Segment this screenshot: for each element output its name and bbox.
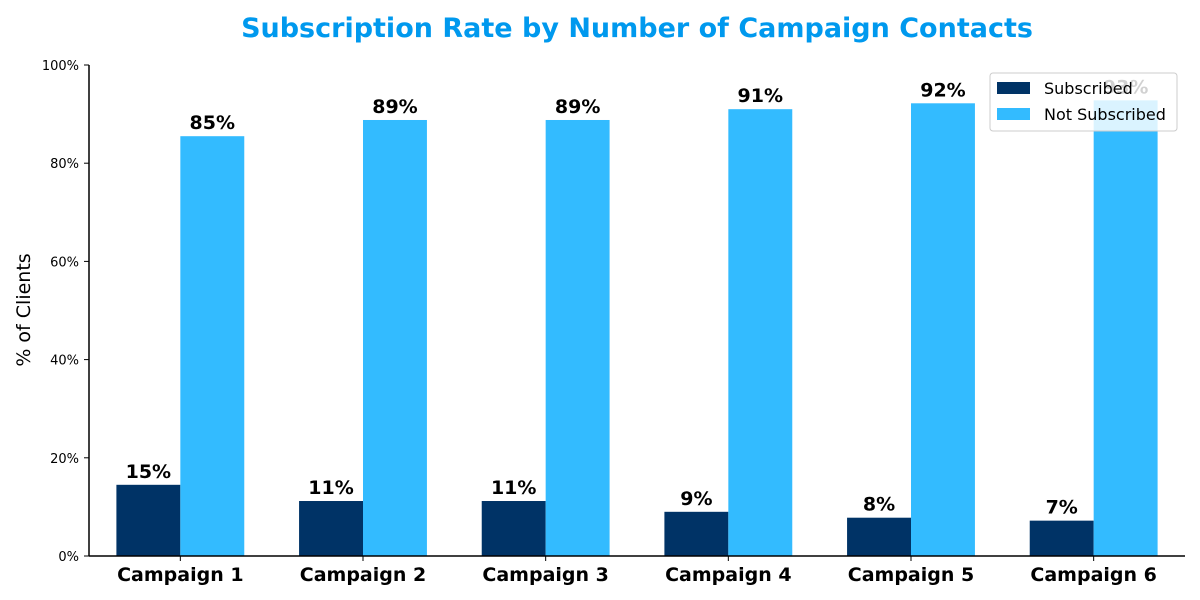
y-tick-label: 60%: [50, 255, 79, 270]
bar-not-subscribed-4: [728, 109, 793, 556]
bar-subscribed-5: [847, 517, 911, 556]
y-tick-label: 100%: [42, 59, 79, 74]
data-label-not-subscribed-3: 89%: [555, 96, 600, 118]
data-label-not-subscribed-5: 92%: [920, 79, 965, 101]
data-label-subscribed-1: 15%: [126, 461, 171, 483]
y-tick-label: 40%: [50, 354, 79, 369]
bar-subscribed-1: [116, 484, 181, 556]
legend-swatch-not-subscribed: [997, 108, 1030, 120]
y-tick-label: 80%: [50, 157, 79, 172]
bar-not-subscribed-1: [180, 136, 245, 556]
legend-label-not-subscribed: Not Subscribed: [1044, 105, 1166, 124]
data-label-not-subscribed-4: 91%: [738, 85, 783, 107]
legend-label-subscribed: Subscribed: [1044, 79, 1133, 98]
bar-subscribed-3: [481, 501, 546, 556]
plot-area: 15%11%11%9%8%7%85%89%89%91%92%93%0%20%40…: [42, 59, 1185, 586]
data-label-not-subscribed-2: 89%: [372, 96, 417, 118]
bar-subscribed-4: [664, 511, 729, 556]
data-label-subscribed-4: 9%: [680, 488, 712, 510]
legend-box: [989, 72, 1178, 132]
data-label-not-subscribed-1: 85%: [190, 112, 235, 134]
legend-swatch-subscribed: [997, 82, 1030, 94]
x-tick-label: Campaign 1: [117, 564, 243, 586]
data-label-subscribed-5: 8%: [863, 494, 895, 516]
chart-title: Subscription Rate by Number of Campaign …: [241, 13, 1033, 44]
bar-not-subscribed-5: [911, 103, 975, 556]
data-label-subscribed-6: 7%: [1046, 497, 1078, 519]
bar-subscribed-2: [299, 501, 363, 556]
x-tick-label: Campaign 6: [1030, 564, 1156, 586]
data-label-subscribed-3: 11%: [491, 477, 536, 499]
x-tick-label: Campaign 4: [665, 564, 791, 586]
bar-subscribed-6: [1029, 520, 1094, 556]
y-tick-label: 0%: [58, 550, 79, 565]
legend: Subscribed Not Subscribed: [989, 72, 1178, 132]
bar-not-subscribed-6: [1093, 100, 1158, 557]
bar-not-subscribed-3: [545, 119, 610, 556]
bar-not-subscribed-2: [363, 119, 427, 556]
y-tick-label: 20%: [50, 452, 79, 467]
x-tick-label: Campaign 2: [300, 564, 426, 586]
x-tick-label: Campaign 5: [848, 564, 974, 586]
data-label-subscribed-2: 11%: [308, 477, 353, 499]
x-tick-label: Campaign 3: [482, 564, 608, 586]
y-axis-label: % of Clients: [13, 253, 35, 366]
